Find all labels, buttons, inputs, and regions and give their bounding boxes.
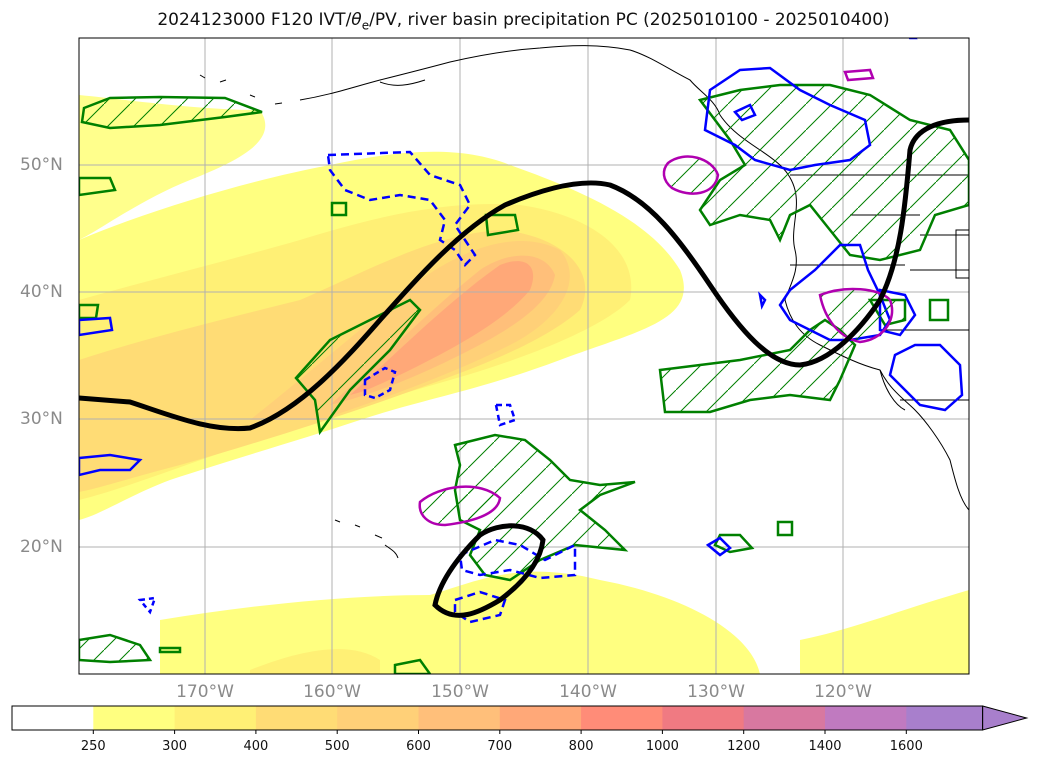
colorbar-segment: [499, 706, 582, 730]
colorbar-segment: [418, 706, 501, 730]
colorbar-segment: [12, 706, 94, 730]
colorbar-tick-label: 1400: [808, 739, 842, 754]
colorbar-segment: [662, 706, 745, 730]
lon-label-130w: 130°W: [687, 682, 745, 702]
colorbar-tick-label: 1600: [889, 739, 923, 754]
colorbar-segment: [337, 706, 419, 730]
colorbar-tick-label: 250: [80, 739, 106, 754]
lon-label-120w: 120°W: [814, 682, 872, 702]
lat-label-20n: 20°N: [20, 537, 63, 557]
pv-contours: [79, 117, 969, 618]
colorbar-tick-label: 700: [487, 739, 513, 754]
colorbar-tick-label: 600: [406, 739, 431, 754]
colorbar-outline: [11, 705, 984, 731]
colorbar-segment: [825, 706, 907, 730]
colorbar-segment: [93, 706, 176, 730]
colorbar-segment: [906, 706, 983, 730]
colorbar-tick-label: 800: [568, 739, 594, 754]
colorbar-tick-label: 300: [162, 739, 188, 754]
lon-label-170w: 170°W: [176, 682, 234, 702]
colorbar-tick-label: 500: [324, 739, 350, 754]
lon-label-140w: 140°W: [559, 682, 617, 702]
lon-label-160w: 160°W: [303, 682, 361, 702]
colorbar-tick-label: 1200: [727, 739, 761, 754]
colorbar-segment: [743, 706, 826, 730]
colorbar-tick-label: 400: [243, 739, 269, 754]
colorbar: [11, 705, 1029, 734]
colorbar-tick-label: 1000: [645, 739, 679, 754]
colorbar-segment: [174, 706, 257, 730]
lat-label-30n: 30°N: [20, 409, 63, 429]
theta-e-contours: [418, 68, 894, 527]
colorbar-segment: [581, 706, 663, 730]
lat-label-50n: 50°N: [20, 155, 63, 175]
colorbar-segment: [255, 706, 338, 730]
map-title: 2024123000 F120 IVT/θe/PV, river basin p…: [157, 10, 890, 33]
colorbar-extend-arrow: [982, 705, 1029, 731]
lon-label-150w: 150°W: [431, 682, 489, 702]
lat-label-40n: 40°N: [20, 282, 63, 302]
precip-negative-contours: [79, 38, 964, 624]
